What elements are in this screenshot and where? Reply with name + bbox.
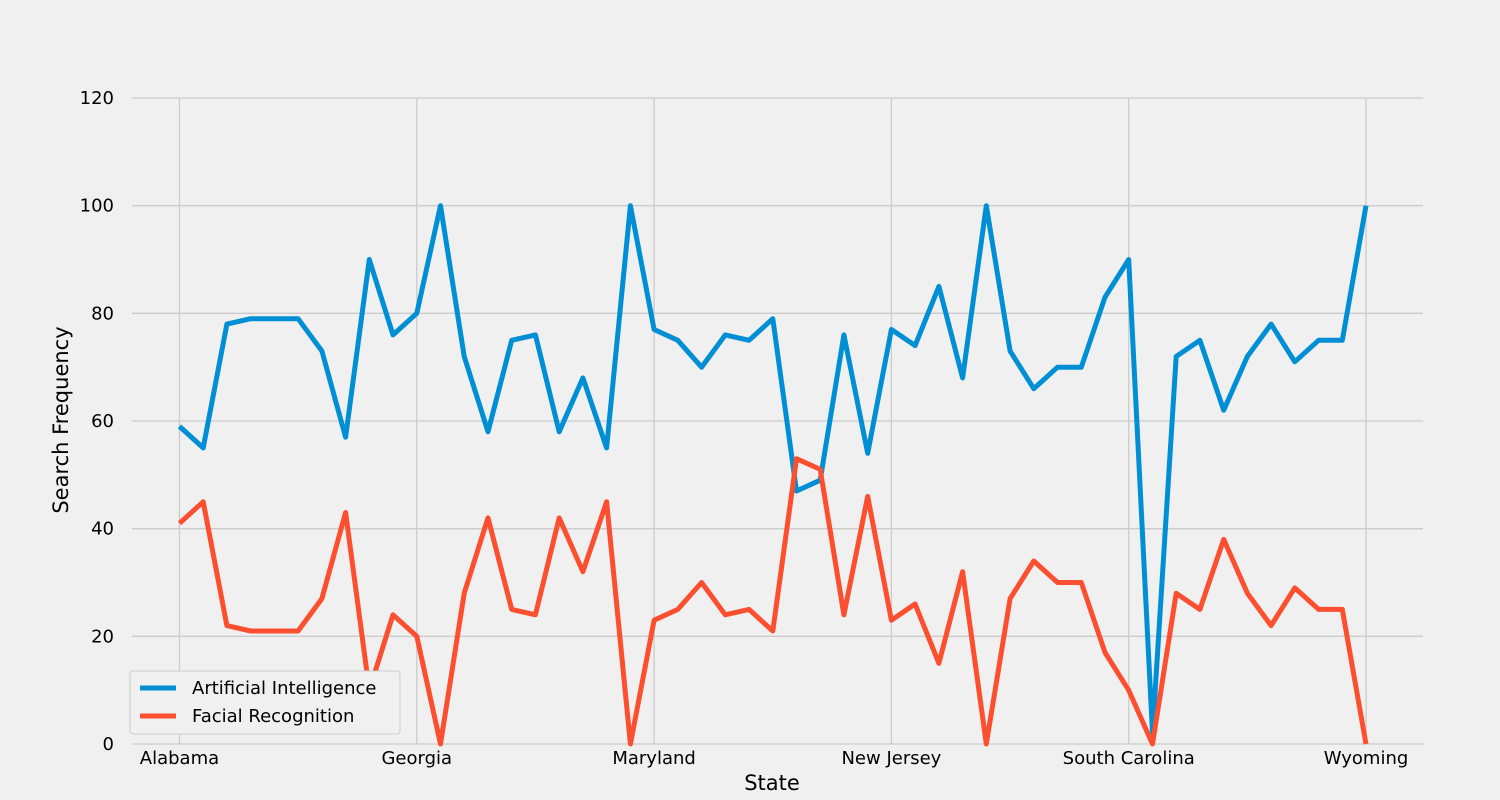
series-lines — [177, 203, 1369, 747]
legend-label-facial-recognition: Facial Recognition — [192, 706, 354, 727]
y-tick-label: 60 — [91, 411, 114, 432]
grid-lines — [132, 97, 1423, 745]
x-tick-label: South Carolina — [1063, 748, 1195, 769]
y-tick-label: 20 — [91, 626, 114, 647]
x-tick-label: Wyoming — [1324, 748, 1409, 769]
y-tick-labels: 0 20 40 60 80 100 120 — [80, 88, 114, 755]
legend-box — [129, 670, 401, 735]
y-tick-label: 120 — [80, 88, 114, 109]
x-tick-label: New Jersey — [841, 748, 941, 769]
x-tick-label: Maryland — [612, 748, 695, 769]
legend: Artificial Intelligence Facial Recogniti… — [129, 670, 401, 735]
x-tick-label: Georgia — [381, 748, 452, 769]
y-axis-label: Search Frequency — [49, 326, 73, 513]
y-tick-label: 100 — [80, 196, 114, 217]
series-line-facial-recognition — [177, 456, 1369, 747]
y-tick-label: 80 — [91, 303, 114, 324]
x-tick-labels: Alabama Georgia Maryland New Jersey South Ca… — [140, 748, 1409, 769]
y-tick-label: 40 — [91, 519, 114, 540]
legend-label-artificial-intelligence: Artificial Intelligence — [192, 678, 377, 699]
x-axis-label: State — [744, 771, 800, 795]
y-tick-label: 0 — [103, 734, 114, 755]
x-tick-label: Alabama — [140, 748, 219, 769]
series-line-artificial-intelligence — [177, 203, 1369, 736]
